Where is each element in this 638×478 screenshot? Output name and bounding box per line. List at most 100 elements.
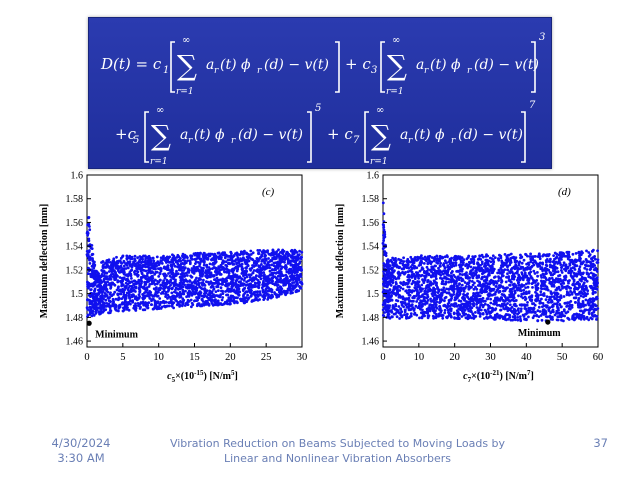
data-point (136, 262, 140, 266)
data-point (219, 286, 223, 290)
data-point (568, 303, 572, 307)
data-point (425, 284, 429, 288)
data-point (223, 280, 227, 284)
data-point (247, 284, 251, 288)
data-point (250, 277, 254, 281)
data-point (579, 302, 583, 306)
data-point (266, 298, 270, 301)
data-point (500, 264, 503, 267)
data-point (438, 308, 442, 312)
data-point (436, 286, 439, 289)
data-point (575, 282, 578, 286)
data-point (583, 316, 586, 320)
data-point (169, 263, 173, 267)
data-point (485, 297, 489, 301)
y-tick-label: 1.48 (66, 313, 84, 324)
data-point (211, 281, 215, 285)
data-point (394, 304, 398, 308)
data-point (238, 290, 241, 294)
data-point (404, 264, 407, 267)
data-point (233, 259, 237, 263)
data-point (99, 289, 102, 292)
data-point (117, 259, 121, 263)
data-point (558, 274, 562, 277)
data-point (498, 290, 502, 293)
data-point (152, 279, 156, 283)
data-point (439, 297, 442, 301)
data-point (231, 283, 234, 287)
data-point (443, 289, 446, 293)
data-point (104, 308, 108, 311)
data-point (142, 294, 145, 297)
data-point (296, 278, 300, 281)
data-point (114, 297, 118, 301)
data-point (255, 269, 259, 272)
data-point (447, 287, 451, 291)
data-point (472, 262, 476, 265)
data-point (289, 278, 292, 282)
data-point (255, 257, 259, 260)
data-point (577, 300, 580, 304)
data-point (423, 302, 427, 306)
term-a: a (206, 57, 214, 73)
sum-upper: ∞ (392, 35, 400, 46)
data-point (519, 309, 523, 313)
data-point (139, 301, 143, 304)
data-point (110, 270, 114, 273)
data-point (425, 296, 429, 300)
data-point (227, 296, 231, 300)
data-point (519, 307, 523, 311)
data-point (182, 269, 186, 272)
data-point (428, 303, 432, 307)
data-point (290, 284, 294, 287)
data-point (565, 305, 568, 308)
data-point (89, 306, 92, 310)
data-point (459, 286, 462, 289)
data-point (428, 282, 432, 286)
data-point (294, 250, 298, 253)
data-point (279, 277, 282, 280)
data-point (87, 239, 91, 243)
eq-plus-c7: + c (327, 125, 353, 143)
data-point (279, 251, 282, 254)
data-point (277, 272, 281, 275)
data-point (95, 307, 99, 311)
eq-sub-3: 3 (371, 65, 377, 76)
data-point (147, 285, 151, 288)
data-point (158, 286, 162, 289)
x-tick-label: 30 (297, 352, 308, 363)
data-point (264, 282, 267, 286)
data-point (435, 281, 438, 285)
data-point (139, 269, 143, 273)
data-point (86, 253, 90, 256)
data-point (486, 254, 490, 258)
data-point (221, 292, 225, 295)
data-point (273, 251, 277, 255)
data-point (438, 254, 442, 258)
data-point (86, 282, 90, 285)
data-point (97, 306, 101, 309)
left-bracket (380, 41, 385, 93)
data-point (134, 306, 138, 310)
data-point (594, 304, 598, 308)
data-point (141, 286, 145, 290)
data-point (224, 290, 227, 293)
data-point (465, 271, 468, 275)
data-point (230, 252, 233, 255)
data-point (283, 265, 287, 269)
data-point (554, 277, 558, 281)
data-point (229, 280, 233, 284)
data-point (494, 285, 498, 288)
data-point (556, 318, 560, 322)
data-point (186, 303, 190, 306)
data-point (499, 304, 503, 308)
data-point (211, 257, 215, 261)
data-point (532, 306, 536, 310)
data-point (122, 264, 126, 268)
data-point (300, 268, 303, 272)
data-point (248, 290, 252, 294)
data-point (190, 257, 194, 261)
data-point (165, 268, 169, 271)
data-point (214, 259, 218, 263)
data-point (498, 316, 502, 320)
